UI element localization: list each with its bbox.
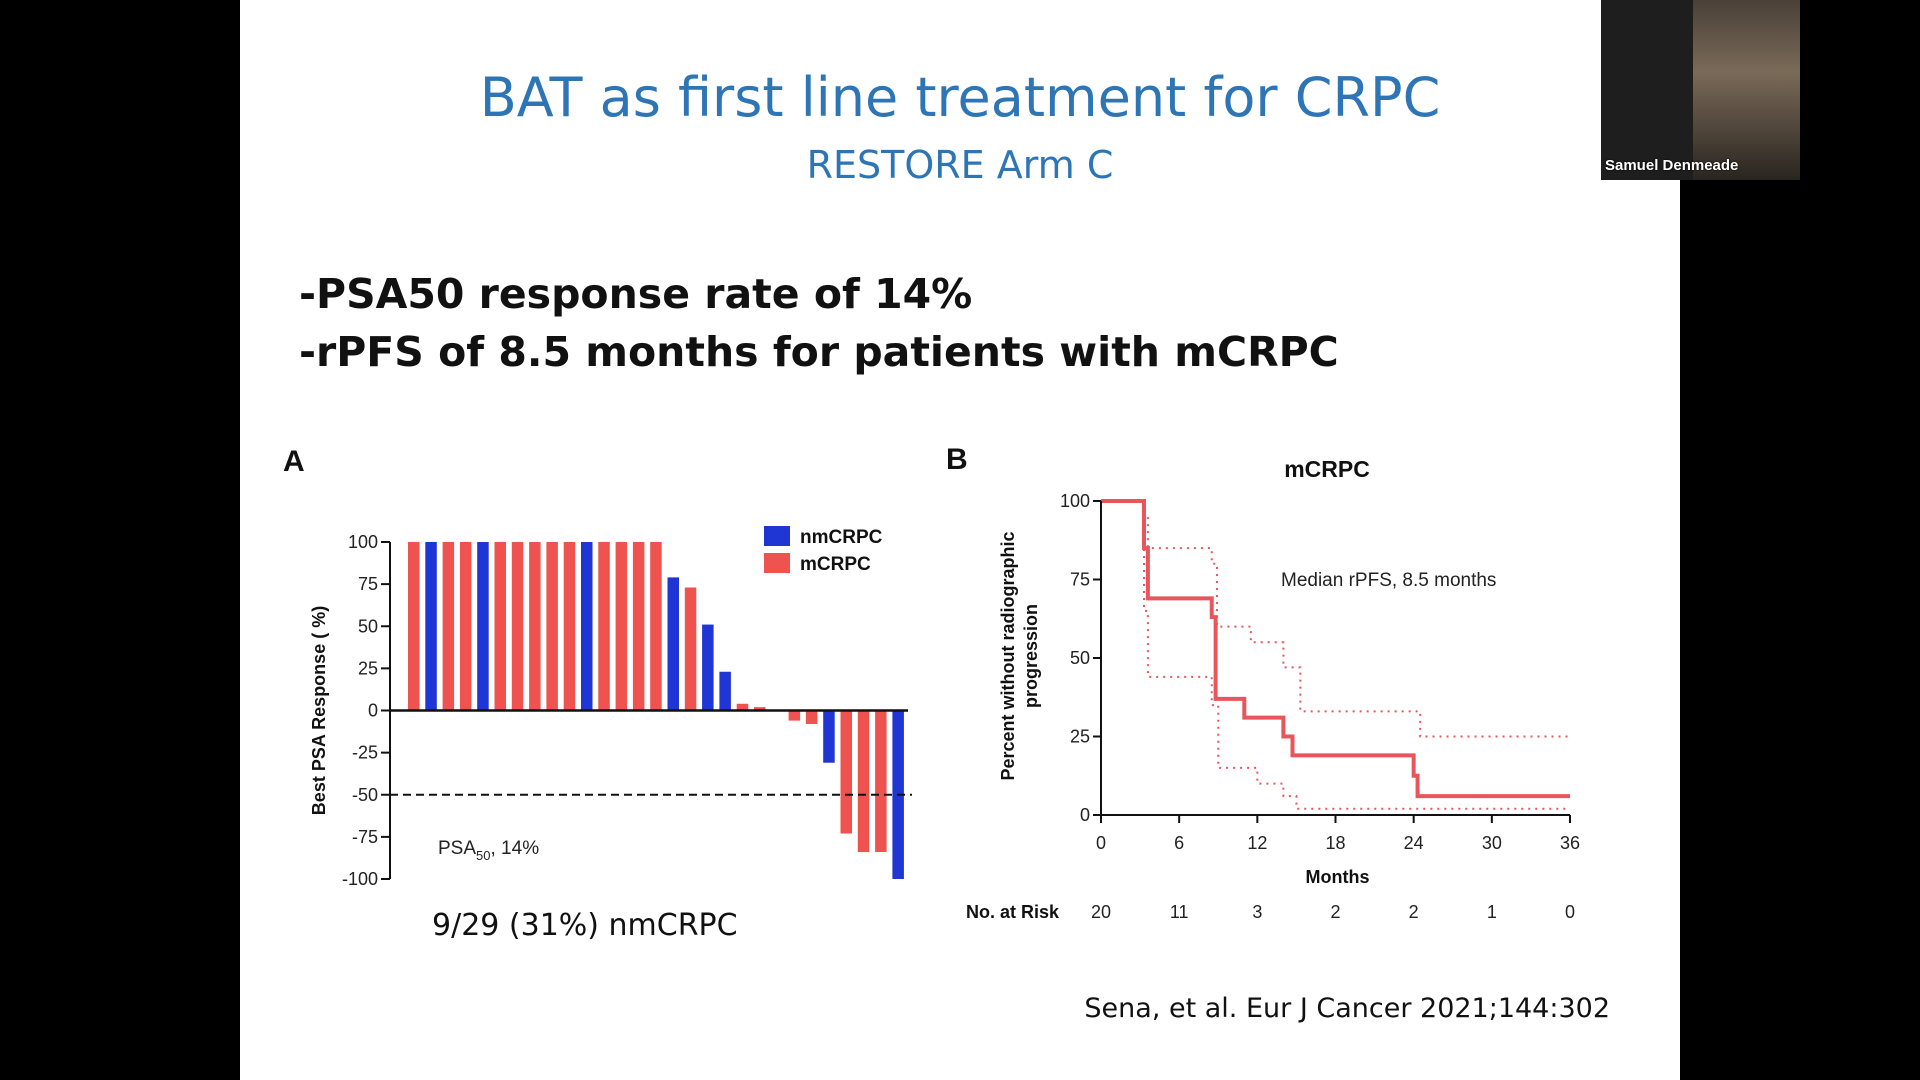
waterfall-bar [840, 710, 852, 834]
legend-swatch-nmcrpc [764, 526, 790, 546]
waterfall-bar [684, 587, 697, 711]
km-survival-curve [1101, 499, 1570, 799]
risk-table-label: No. at Risk [966, 902, 1060, 922]
waterfall-bar [563, 542, 576, 711]
psa50-annotation: PSA50, 14% [438, 838, 539, 863]
waterfall-y-tick-label: 25 [358, 658, 378, 678]
waterfall-bar [632, 542, 645, 711]
risk-table-value: 20 [1091, 902, 1111, 922]
median-rpfs-annotation: Median rPFS, 8.5 months [1281, 570, 1496, 591]
km-x-axis-label: Months [1306, 867, 1370, 887]
km-x-tick-label: 6 [1174, 833, 1184, 853]
km-x-tick-label: 24 [1404, 833, 1424, 853]
km-y-tick-label: 0 [1080, 805, 1090, 825]
km-x-tick-label: 36 [1560, 833, 1580, 853]
participant-video-tile[interactable]: Samuel Denmeade [1601, 0, 1800, 180]
waterfall-bar [494, 542, 506, 711]
km-chart-title: mCRPC [1284, 456, 1370, 482]
km-y-axis-label-line2: progression [1021, 604, 1041, 708]
waterfall-bar [511, 542, 524, 711]
km-x-tick-label: 18 [1325, 833, 1345, 853]
waterfall-bar [442, 542, 455, 711]
slide-title: BAT as first line treatment for CRPC [479, 66, 1441, 129]
waterfall-bar [667, 577, 679, 711]
km-x-tick-label: 12 [1247, 833, 1267, 853]
risk-table-value: 2 [1409, 902, 1419, 922]
bullet-rpfs: -rPFS of 8.5 months for patients with mC… [299, 328, 1339, 376]
km-y-tick-label: 25 [1070, 727, 1090, 747]
presentation-slide: BAT as first line treatment for CRPC RES… [240, 0, 1680, 1080]
km-y-tick-label: 50 [1070, 648, 1090, 668]
waterfall-y-tick-label: -50 [352, 785, 378, 805]
waterfall-bar [702, 624, 714, 711]
risk-table-value: 2 [1330, 902, 1340, 922]
km-y-tick-label: 100 [1060, 491, 1090, 511]
km-y-axis-label-line1: Percent without radiographic [998, 531, 1018, 780]
waterfall-bar [477, 542, 489, 711]
waterfall-y-tick-label: -25 [352, 743, 378, 763]
waterfall-bar [788, 710, 801, 721]
panel-b-letter: B [946, 443, 968, 476]
km-y-tick-label: 75 [1070, 570, 1090, 590]
waterfall-bar [754, 707, 766, 711]
slide-subtitle: RESTORE Arm C [806, 143, 1114, 187]
waterfall-y-tick-label: 100 [348, 532, 378, 552]
waterfall-y-tick-label: 0 [368, 701, 378, 721]
waterfall-bar [581, 542, 593, 711]
waterfall-bar [823, 710, 835, 763]
citation: Sena, et al. Eur J Cancer 2021;144:302 [1084, 993, 1610, 1024]
waterfall-y-tick-label: -75 [352, 827, 378, 847]
km-confidence-band [1101, 500, 1570, 810]
legend-label-nmcrpc: nmCRPC [800, 527, 883, 548]
panel-a-letter: A [283, 445, 305, 478]
waterfall-y-tick-label: 75 [358, 574, 378, 594]
km-x-tick-label: 30 [1482, 833, 1502, 853]
risk-table-value: 3 [1252, 902, 1262, 922]
risk-table-value: 11 [1170, 902, 1189, 922]
waterfall-bar [598, 542, 610, 711]
nmcrpc-caption: 9/29 (31%) nmCRPC [432, 908, 738, 943]
waterfall-bar [805, 710, 818, 724]
psa50-annotation-suffix: , 14% [491, 838, 540, 859]
participant-video [1693, 0, 1800, 180]
psa50-annotation-prefix: PSA [438, 838, 476, 859]
legend-swatch-mcrpc [764, 553, 790, 573]
waterfall-bar [529, 542, 541, 711]
waterfall-bar [857, 710, 870, 853]
waterfall-y-tick-label: -100 [342, 869, 378, 889]
waterfall-bar [615, 542, 628, 711]
waterfall-bar [425, 542, 437, 711]
psa50-annotation-subscript: 50 [476, 848, 490, 863]
waterfall-bar [650, 542, 662, 711]
risk-table-value: 0 [1565, 902, 1575, 922]
waterfall-y-axis-label: Best PSA Response ( %) [309, 606, 329, 815]
km-x-tick-label: 0 [1096, 833, 1106, 853]
waterfall-bar [546, 542, 558, 711]
waterfall-bar [719, 671, 731, 711]
km-confidence-band [1101, 500, 1570, 738]
bullet-psa50: -PSA50 response rate of 14% [299, 270, 973, 318]
waterfall-chart: A 100 75 50 25 0 -25 -50 -75 -100 nmCRPC mCRPC Be… [283, 445, 912, 889]
risk-table-value: 1 [1487, 902, 1497, 922]
legend-label-mcrpc: mCRPC [800, 554, 871, 575]
waterfall-bar [459, 542, 472, 711]
waterfall-bar [736, 703, 749, 711]
participant-name: Samuel Denmeade [1605, 157, 1739, 174]
waterfall-bar [408, 542, 420, 711]
waterfall-bar [875, 710, 887, 853]
waterfall-y-tick-label: 50 [358, 616, 378, 636]
